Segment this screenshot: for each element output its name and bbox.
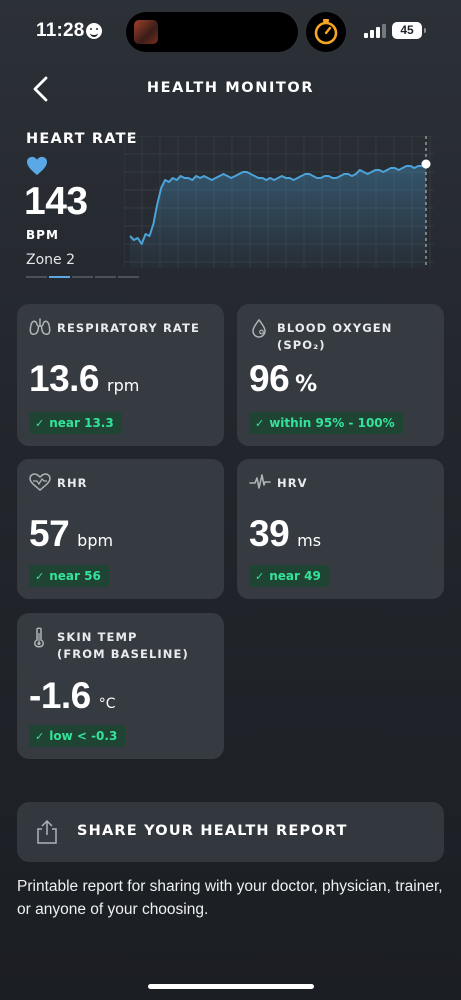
pulse-line-icon	[249, 473, 271, 495]
page-title: HEALTH MONITOR	[146, 80, 315, 96]
badge-text: near 13.3	[49, 416, 114, 430]
chart-current-point	[421, 159, 431, 169]
check-icon: ✓	[255, 417, 265, 430]
zone-indicator	[26, 276, 142, 278]
share-label: SHARE YOUR HEALTH REPORT	[77, 823, 348, 839]
share-icon	[35, 819, 59, 849]
card-blood-oxygen[interactable]: BLOOD OXYGEN (SPO₂) 96% ✓ within 95% - 10…	[237, 304, 444, 446]
check-icon: ✓	[35, 417, 45, 430]
heart-outline-icon	[29, 473, 51, 495]
heart-rate-value: 143	[24, 180, 88, 223]
respiratory-rate-value: 13.6	[29, 358, 100, 399]
card-label-line1: SKIN TEMP	[57, 630, 138, 644]
heart-rate-section[interactable]: HEART RATE 143 BPM Zone 2	[0, 128, 461, 288]
zone-segment	[72, 276, 93, 278]
zone-segment	[118, 276, 139, 278]
respiratory-rate-unit: rpm	[107, 376, 140, 395]
status-badge: ✓ near 49	[249, 565, 329, 587]
heart-icon	[26, 156, 48, 180]
badge-text: near 49	[269, 569, 321, 583]
card-label: SKIN TEMP (FROM BASELINE)	[57, 629, 189, 663]
cellular-signal-icon	[364, 24, 386, 38]
check-icon: ✓	[35, 730, 45, 743]
card-label: RESPIRATORY RATE	[57, 321, 200, 335]
status-badge: ✓ near 13.3	[29, 412, 122, 434]
card-value-row: 96%	[249, 358, 317, 400]
status-badge: ✓ low < -0.3	[29, 725, 126, 747]
focus-smiley-icon	[86, 23, 102, 39]
heart-rate-chart[interactable]	[124, 136, 434, 268]
card-label: BLOOD OXYGEN (SPO₂)	[277, 321, 393, 352]
rhr-value: 57	[29, 513, 70, 554]
skin-temp-unit: °C	[98, 696, 116, 712]
nav-header: HEALTH MONITOR	[0, 62, 461, 118]
status-time: 11:28	[36, 20, 85, 41]
zone-segment	[49, 276, 70, 278]
card-label-line2: (FROM BASELINE)	[57, 647, 189, 661]
dynamic-island[interactable]	[126, 12, 298, 52]
now-playing-thumbnail[interactable]	[134, 20, 158, 44]
lungs-icon	[29, 318, 51, 340]
status-badge: ✓ near 56	[29, 565, 109, 587]
stopwatch-icon[interactable]	[306, 12, 346, 52]
card-hrv[interactable]: HRV 39 ms ✓ near 49	[237, 459, 444, 599]
card-value-row: 39 ms	[249, 513, 321, 555]
blood-oxygen-value: 96	[249, 358, 290, 399]
card-skin-temp[interactable]: SKIN TEMP (FROM BASELINE) -1.6 °C ✓ low < …	[17, 613, 224, 759]
rhr-unit: bpm	[77, 531, 114, 550]
hrv-unit: ms	[297, 531, 322, 550]
status-badge: ✓ within 95% - 100%	[249, 412, 403, 434]
badge-text: near 56	[49, 569, 101, 583]
heart-rate-title: HEART RATE	[26, 131, 138, 147]
card-label: RHR	[57, 476, 88, 490]
card-value-row: 13.6 rpm	[29, 358, 139, 400]
chevron-left-icon	[33, 76, 48, 102]
chart-series-line	[129, 163, 427, 245]
share-description: Printable report for sharing with your d…	[17, 878, 443, 918]
heart-rate-zone: Zone 2	[26, 252, 75, 268]
blood-oxygen-unit: %	[295, 372, 318, 397]
hrv-value: 39	[249, 513, 290, 554]
home-indicator[interactable]	[148, 984, 314, 989]
chart-area	[130, 164, 426, 268]
battery-icon: 45	[392, 22, 426, 39]
share-health-report-button[interactable]: SHARE YOUR HEALTH REPORT	[17, 802, 444, 862]
thermometer-icon	[29, 627, 49, 653]
badge-text: within 95% - 100%	[269, 416, 395, 430]
card-value-row: -1.6 °C	[29, 675, 116, 717]
zone-segment	[95, 276, 116, 278]
status-bar: 11:28 45	[0, 0, 461, 62]
zone-segment	[26, 276, 47, 278]
card-respiratory-rate[interactable]: RESPIRATORY RATE 13.6 rpm ✓ near 13.3	[17, 304, 224, 446]
skin-temp-value: -1.6	[29, 675, 91, 716]
check-icon: ✓	[35, 570, 45, 583]
heart-rate-unit: BPM	[26, 228, 59, 242]
badge-text: low < -0.3	[49, 729, 118, 743]
check-icon: ✓	[255, 570, 265, 583]
card-label: HRV	[277, 476, 308, 490]
card-rhr[interactable]: RHR 57 bpm ✓ near 56	[17, 459, 224, 599]
droplet-icon	[249, 318, 269, 342]
back-button[interactable]	[28, 74, 56, 106]
card-value-row: 57 bpm	[29, 513, 113, 555]
